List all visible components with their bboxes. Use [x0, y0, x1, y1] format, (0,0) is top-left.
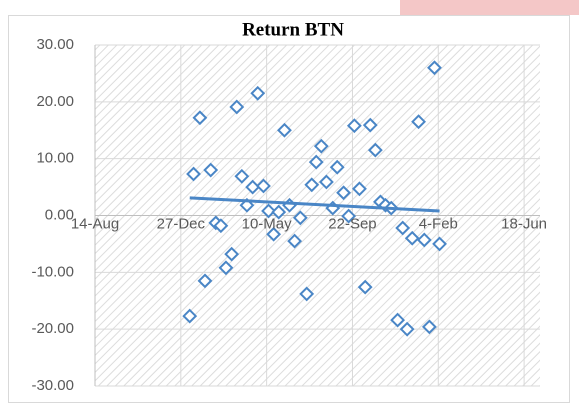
point [352, 181, 367, 197]
point [292, 210, 308, 226]
point [192, 110, 208, 126]
x-tick-label: 22-Sep [328, 215, 376, 232]
point [197, 273, 213, 289]
point [411, 114, 426, 130]
point [318, 174, 334, 190]
point [229, 99, 245, 115]
chart-title: Return BTN [242, 19, 344, 40]
point [256, 178, 271, 194]
point [308, 154, 324, 170]
point [313, 138, 329, 154]
y-tick-label: 0.00 [45, 206, 74, 223]
point [395, 220, 411, 236]
point [261, 203, 276, 219]
point [218, 260, 234, 276]
x-tick-label: 10-May [242, 215, 293, 232]
point [367, 142, 383, 158]
point [362, 117, 378, 133]
point [357, 279, 373, 295]
highlight [400, 0, 579, 15]
y-tick-label: -10.00 [31, 263, 74, 280]
point [182, 308, 198, 324]
point [432, 236, 447, 252]
y-tick-label: 10.00 [36, 150, 74, 167]
point [250, 85, 266, 101]
point [245, 179, 261, 195]
y-tick-label: 30.00 [36, 36, 74, 53]
point [336, 185, 351, 201]
point [299, 286, 315, 302]
point [341, 208, 357, 224]
point [346, 118, 362, 134]
y-tick-label: 20.00 [36, 93, 74, 110]
point [203, 162, 219, 178]
x-tick-label: 14-Aug [71, 215, 119, 232]
point [287, 233, 303, 249]
point [186, 166, 201, 182]
point [213, 218, 229, 234]
point [239, 197, 255, 213]
y-tick-label: -30.00 [31, 377, 74, 394]
trendline [189, 196, 440, 213]
point [266, 226, 282, 242]
point [234, 168, 250, 184]
point [399, 321, 415, 337]
point [390, 312, 406, 328]
point [404, 230, 420, 246]
point [329, 159, 345, 175]
y-tick-label: -20.00 [31, 320, 74, 337]
point [416, 232, 432, 248]
x-tick-label: 4-Feb [419, 215, 458, 232]
point [421, 319, 437, 335]
point [271, 204, 287, 220]
x-tick-label: 18-Jun [501, 215, 547, 232]
point [304, 177, 320, 193]
point [224, 246, 240, 262]
point [427, 60, 442, 76]
x-tick-label: 27-Dec [157, 215, 206, 232]
point [277, 122, 292, 138]
